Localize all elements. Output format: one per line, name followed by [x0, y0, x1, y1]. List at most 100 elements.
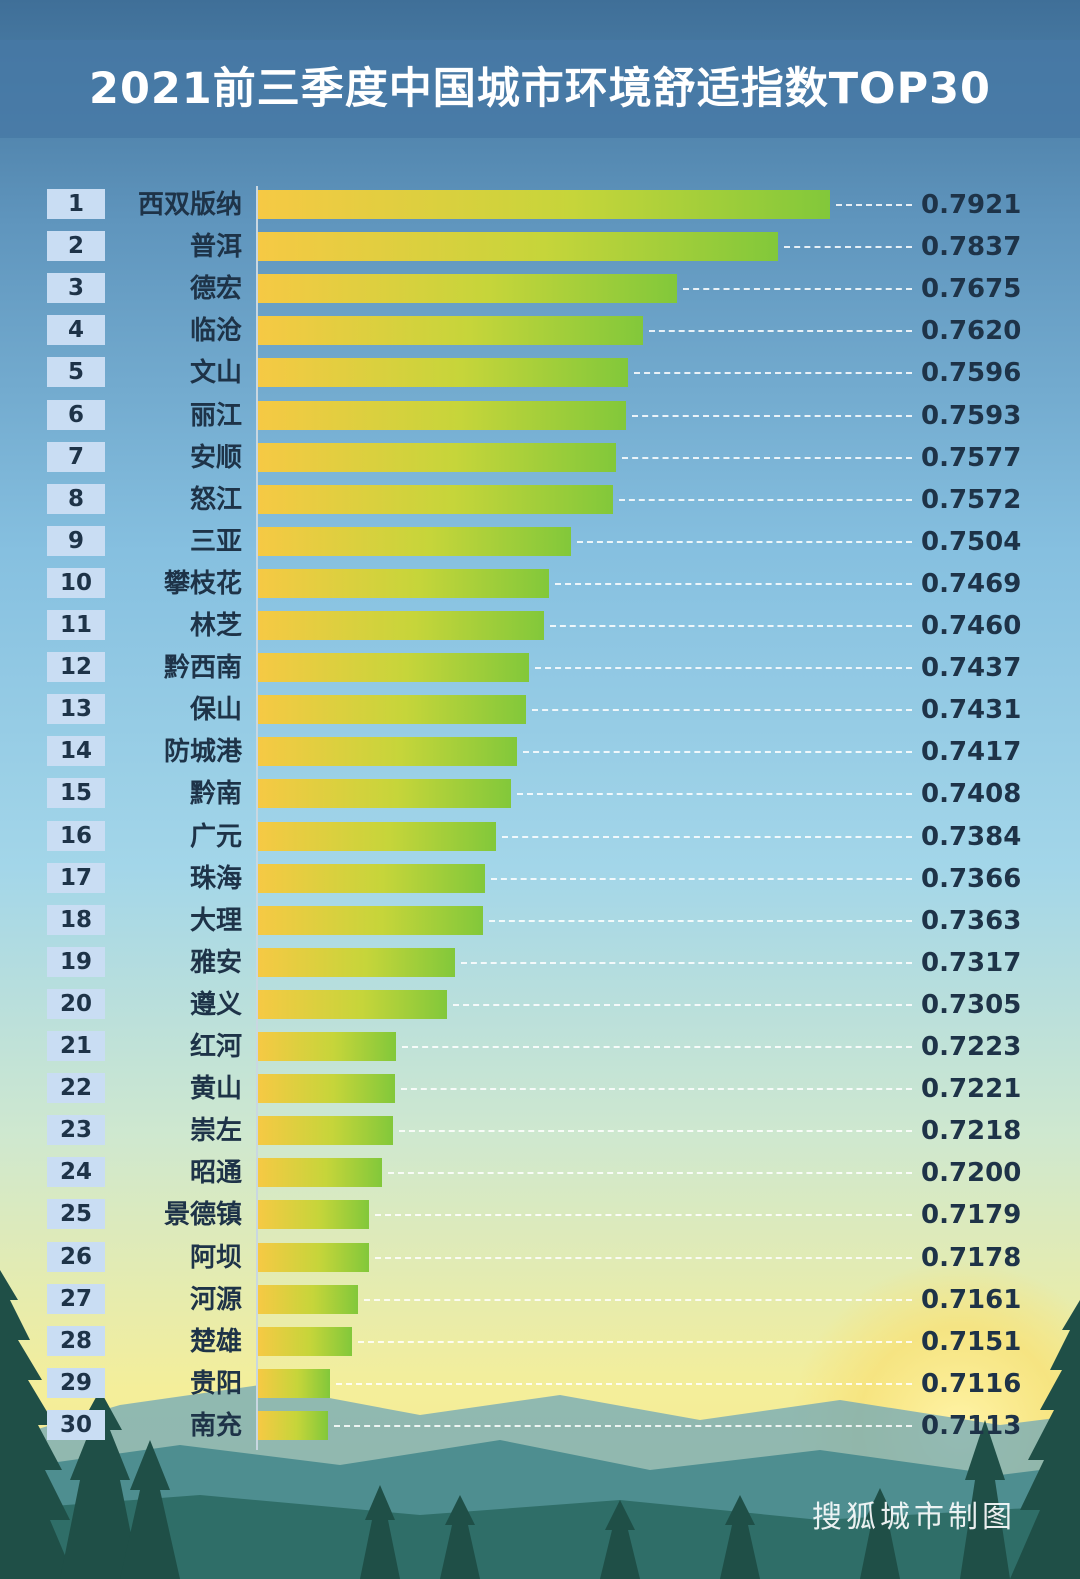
- bar: [258, 1200, 370, 1230]
- chart-row: 20 遵义 0.7305: [0, 987, 1080, 1023]
- chart-row: 22 黄山 0.7221: [0, 1071, 1080, 1107]
- bar: [258, 1242, 369, 1272]
- category-label: 广元: [189, 821, 242, 852]
- chart-row: 7 安顺 0.7577: [0, 440, 1080, 476]
- leader-line: [555, 582, 912, 585]
- category-label: 珠海: [189, 863, 242, 894]
- value-label: 0.7437: [921, 653, 1022, 684]
- value-label: 0.7921: [921, 190, 1022, 220]
- rank-label: 8: [47, 483, 105, 514]
- leader-line: [649, 330, 912, 333]
- category-label: 黄山: [189, 1074, 242, 1105]
- leader-line: [388, 1172, 912, 1175]
- value-label: 0.7200: [921, 1158, 1022, 1189]
- value-label: 0.7504: [921, 526, 1022, 557]
- bar: [258, 989, 448, 1019]
- value-label: 0.7417: [921, 737, 1022, 768]
- leader-line: [619, 498, 912, 501]
- category-label: 遵义: [189, 989, 242, 1020]
- rank-label: 30: [47, 1409, 105, 1440]
- category-label: 怒江: [189, 484, 242, 515]
- category-label: 红河: [189, 1032, 242, 1062]
- value-label: 0.7384: [921, 821, 1022, 852]
- rank-label: 13: [47, 694, 105, 725]
- rank-label: 16: [47, 820, 105, 851]
- bar: [258, 1410, 329, 1440]
- rank-label: 15: [47, 778, 105, 809]
- bar: [258, 779, 512, 809]
- chart-row: 13 保山 0.7431: [0, 692, 1080, 728]
- chart-row: 23 崇左 0.7218: [0, 1113, 1080, 1149]
- bar: [258, 1032, 397, 1061]
- rank-label: 1: [47, 189, 105, 219]
- value-label: 0.7305: [921, 989, 1022, 1020]
- category-label: 林芝: [189, 611, 242, 641]
- bar: [258, 232, 778, 262]
- value-label: 0.7366: [921, 863, 1022, 894]
- category-label: 贵阳: [189, 1368, 242, 1399]
- rank-label: 3: [47, 273, 105, 304]
- bar: [258, 863, 486, 893]
- rank-label: 21: [47, 1031, 105, 1061]
- value-label: 0.7317: [921, 947, 1022, 978]
- bar: [258, 568, 550, 598]
- rank-label: 11: [47, 610, 105, 640]
- leader-line: [375, 1214, 912, 1217]
- chart-row: 29 贵阳 0.7116: [0, 1366, 1080, 1402]
- category-label: 普洱: [189, 232, 242, 263]
- rank-label: 12: [47, 652, 105, 683]
- leader-line: [453, 1003, 912, 1006]
- rank-label: 18: [47, 904, 105, 935]
- y-axis-line: [256, 186, 258, 1450]
- value-label: 0.7178: [921, 1242, 1022, 1273]
- leader-line: [531, 709, 912, 712]
- chart-row: 3 德宏 0.7675: [0, 271, 1080, 307]
- category-label: 安顺: [189, 442, 242, 473]
- rank-label: 6: [47, 399, 105, 430]
- leader-line: [634, 372, 912, 375]
- bar: [258, 190, 830, 219]
- rank-label: 10: [47, 567, 105, 598]
- leader-line: [460, 961, 912, 964]
- chart-row: 16 广元 0.7384: [0, 819, 1080, 855]
- bar: [258, 1158, 383, 1188]
- bar: [258, 611, 544, 640]
- leader-line: [363, 1298, 912, 1301]
- category-label: 西双版纳: [137, 190, 242, 220]
- value-label: 0.7572: [921, 484, 1022, 515]
- chart-row: 4 临沧 0.7620: [0, 313, 1080, 349]
- rank-label: 19: [47, 946, 105, 977]
- chart-row: 26 阿坝 0.7178: [0, 1240, 1080, 1276]
- leader-line: [357, 1340, 912, 1343]
- chart-row: 2 普洱 0.7837: [0, 229, 1080, 265]
- value-label: 0.7596: [921, 358, 1022, 389]
- category-label: 崇左: [189, 1116, 242, 1147]
- leader-line: [491, 877, 912, 880]
- bar: [258, 821, 497, 851]
- rank-label: 27: [47, 1283, 105, 1314]
- bar: [258, 274, 678, 304]
- bar: [258, 1284, 358, 1314]
- chart-row: 27 河源 0.7161: [0, 1282, 1080, 1318]
- category-label: 文山: [189, 358, 242, 389]
- bar: [258, 358, 629, 388]
- chart-row: 19 雅安 0.7317: [0, 945, 1080, 981]
- category-label: 雅安: [189, 947, 242, 978]
- value-label: 0.7113: [921, 1410, 1022, 1441]
- chart-row: 30 南充 0.7113: [0, 1408, 1080, 1444]
- rank-label: 28: [47, 1325, 105, 1356]
- value-label: 0.7620: [921, 316, 1022, 347]
- leader-line: [502, 835, 912, 838]
- leader-line: [334, 1424, 912, 1427]
- category-label: 昭通: [189, 1158, 242, 1189]
- rank-label: 26: [47, 1241, 105, 1272]
- category-label: 河源: [189, 1284, 242, 1315]
- value-label: 0.7408: [921, 779, 1022, 810]
- chart-title: 2021前三季度中国城市环境舒适指数TOP30: [89, 64, 991, 114]
- category-label: 黔南: [189, 779, 242, 810]
- category-label: 景德镇: [163, 1200, 242, 1231]
- chart-row: 25 景德镇 0.7179: [0, 1197, 1080, 1233]
- value-label: 0.7837: [921, 232, 1022, 263]
- category-label: 丽江: [189, 400, 242, 431]
- chart-row: 8 怒江 0.7572: [0, 482, 1080, 518]
